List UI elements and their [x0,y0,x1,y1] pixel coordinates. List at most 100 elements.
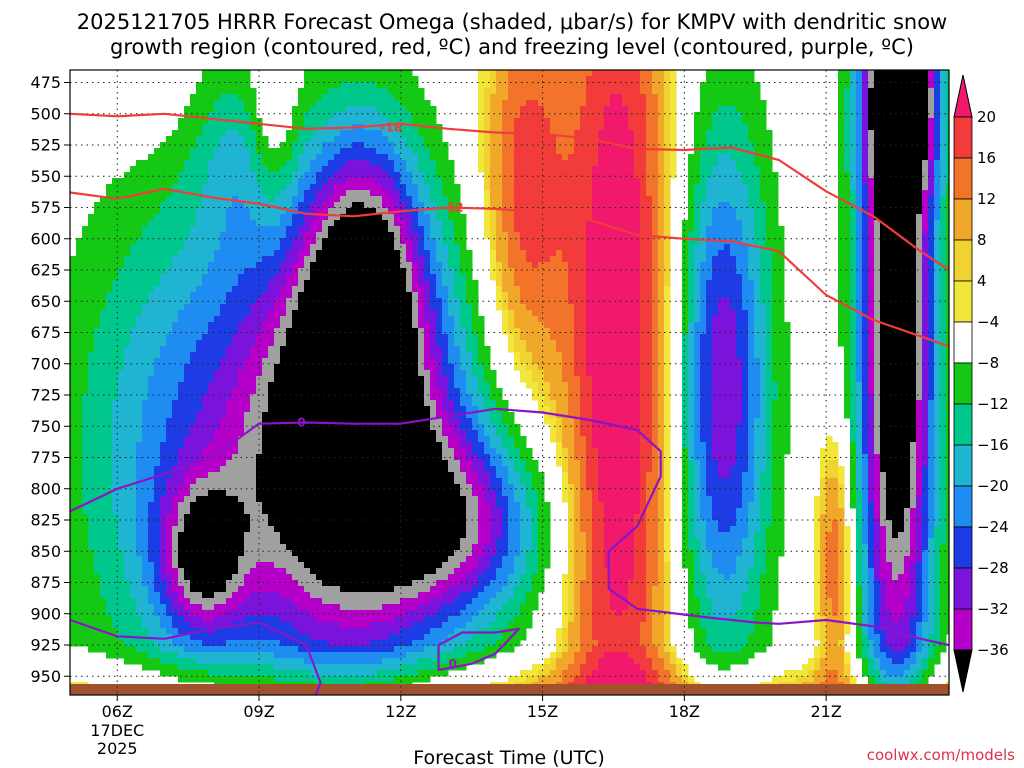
omega-cell [100,196,107,203]
omega-cell [304,514,311,521]
omega-cell [166,442,173,449]
omega-cell [220,130,227,137]
omega-cell [136,646,143,653]
omega-cell [346,676,353,683]
omega-cell [262,436,269,443]
omega-cell [328,268,335,275]
omega-cell [334,424,341,431]
omega-cell [70,640,77,647]
omega-cell [154,514,161,521]
omega-cell [298,262,305,269]
omega-cell [334,412,341,419]
omega-cell [322,220,329,227]
omega-cell [352,130,359,137]
omega-cell [322,298,329,305]
omega-cell [334,502,341,509]
omega-cell [370,490,377,497]
omega-cell [178,274,185,281]
omega-cell [286,154,293,161]
omega-cell [292,250,299,257]
omega-cell [304,484,311,491]
omega-cell [220,466,227,473]
omega-cell [76,364,83,371]
omega-cell [334,568,341,575]
omega-cell [274,184,281,191]
omega-cell [328,496,335,503]
omega-cell [112,304,119,311]
omega-cell [130,256,137,263]
omega-cell [340,586,347,593]
omega-cell [322,244,329,251]
omega-cell [214,274,221,281]
omega-cell [304,208,311,215]
omega-cell [88,286,95,293]
omega-cell [256,328,263,335]
omega-cell [208,568,215,575]
omega-cell [292,454,299,461]
omega-cell [346,472,353,479]
omega-cell [334,328,341,335]
omega-cell [154,490,161,497]
omega-cell [190,634,197,641]
omega-cell [262,580,269,587]
omega-cell [304,604,311,611]
omega-cell [76,556,83,563]
omega-cell [136,604,143,611]
omega-cell [250,214,257,221]
omega-cell [160,322,167,329]
omega-cell [382,214,389,221]
omega-cell [160,448,167,455]
omega-cell [166,250,173,257]
omega-cell [124,604,131,611]
omega-cell [178,136,185,143]
omega-cell [334,400,341,407]
omega-cell [154,190,161,197]
chart-title-line-2: growth region (contoured, red, ºC) and f… [110,35,914,59]
omega-cell [82,544,89,551]
omega-cell [364,166,371,173]
omega-cell [136,298,143,305]
omega-cell [100,292,107,299]
omega-cell [238,526,245,533]
omega-cell [232,388,239,395]
omega-cell [316,304,323,311]
omega-cell [214,574,221,581]
omega-cell [70,520,77,527]
omega-cell [172,226,179,233]
omega-cell [142,640,149,647]
omega-cell [76,634,83,641]
omega-cell [214,496,221,503]
omega-cell [202,448,209,455]
omega-cell [292,400,299,407]
omega-cell [268,568,275,575]
omega-cell [244,628,251,635]
omega-cell [226,82,233,89]
omega-cell [202,574,209,581]
omega-cell [118,382,125,389]
omega-cell [106,598,113,605]
omega-cell [160,430,167,437]
omega-cell [340,238,347,245]
omega-cell [340,412,347,419]
omega-cell [304,478,311,485]
omega-cell [118,514,125,521]
omega-cell [142,160,149,167]
omega-cell [364,190,371,197]
omega-cell [160,196,167,203]
omega-cell [70,544,77,551]
omega-cell [268,220,275,227]
omega-cell [346,502,353,509]
omega-cell [196,466,203,473]
omega-cell [94,646,101,653]
omega-cell [130,442,137,449]
omega-cell [304,664,311,671]
omega-cell [340,166,347,173]
omega-cell [304,280,311,287]
omega-cell [148,664,155,671]
omega-cell [100,382,107,389]
omega-cell [340,580,347,587]
omega-cell [364,466,371,473]
omega-cell [232,604,239,611]
omega-cell [352,406,359,413]
omega-cell [334,484,341,491]
